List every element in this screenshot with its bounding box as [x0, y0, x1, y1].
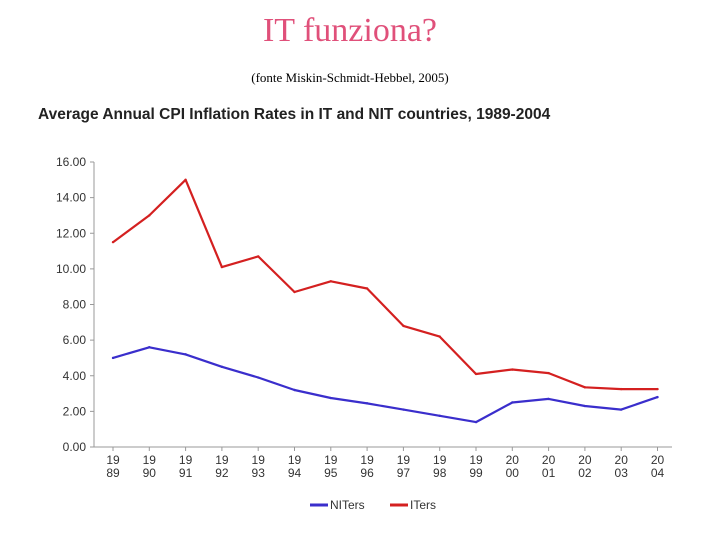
x-tick-label: 19 96 — [360, 453, 374, 480]
legend-label-niters: NITers — [330, 498, 365, 512]
data-point-iters — [438, 335, 441, 338]
data-point-niters — [329, 396, 332, 400]
data-point-niters — [474, 420, 478, 424]
data-point-niters — [583, 404, 587, 408]
data-point-niters — [293, 388, 296, 392]
data-point-iters — [583, 386, 587, 389]
slide-subtitle: (fonte Miskin-Schmidt-Hebbel, 2005) — [251, 70, 449, 85]
x-tick-label: 19 98 — [433, 453, 447, 480]
x-tick-label: 20 03 — [615, 453, 629, 480]
data-point-niters — [184, 353, 187, 356]
chart-title: Average Annual CPI Inflation Rates in IT… — [38, 106, 551, 123]
y-tick-label: 0.00 — [63, 440, 87, 454]
y-tick-label: 2.00 — [63, 404, 87, 418]
y-tick-label: 12.00 — [56, 226, 86, 240]
x-tick-label: 19 90 — [143, 453, 157, 480]
y-tick-label: 8.00 — [63, 298, 87, 312]
x-tick-label: 19 99 — [469, 453, 483, 480]
y-tick-label: 4.00 — [63, 369, 87, 383]
data-point-iters — [111, 240, 115, 244]
data-point-iters — [547, 371, 550, 375]
x-tick-label: 20 04 — [651, 453, 665, 480]
y-tick-label: 16.00 — [56, 155, 86, 169]
data-point-iters — [329, 280, 332, 283]
slide-title: IT funziona? — [262, 12, 438, 49]
data-point-niters — [511, 401, 514, 404]
data-point-iters — [402, 324, 405, 328]
x-tick-label: 19 94 — [288, 453, 302, 480]
data-point-iters — [220, 265, 224, 269]
data-point-niters — [656, 395, 659, 399]
x-tick-label: 19 95 — [324, 453, 338, 480]
data-point-niters — [257, 376, 260, 379]
x-tick-label: 19 91 — [179, 453, 193, 480]
data-point-iters — [620, 387, 623, 391]
data-point-niters — [547, 397, 550, 401]
x-tick-label: 19 93 — [252, 453, 266, 480]
data-point-iters — [656, 387, 659, 391]
y-axis-ticks: 0.00 2.00 4.00 6.00 8.00 10.00 12.00 14.00 16.00 — [56, 155, 94, 454]
x-tick-label: 19 92 — [215, 453, 229, 480]
x-tick-label: 19 89 — [106, 453, 120, 480]
x-tick-label: 20 01 — [542, 453, 556, 480]
series-line-niters — [112, 346, 658, 424]
chart-legend: NITers ITers — [310, 498, 436, 512]
x-axis-ticks: 19 89 19 90 19 91 19 92 19 93 19 94 19 95 19 96 19 97 19 98… — [106, 447, 664, 480]
y-tick-label: 6.00 — [63, 333, 87, 347]
x-tick-label: 20 00 — [506, 453, 520, 480]
data-point-niters — [111, 356, 115, 360]
data-point-niters — [620, 408, 623, 411]
legend-label-iters: ITers — [410, 498, 436, 512]
data-point-iters — [474, 372, 478, 376]
x-tick-label: 19 97 — [397, 453, 411, 480]
data-point-niters — [220, 365, 224, 369]
data-point-iters — [257, 255, 260, 258]
data-point-iters — [184, 178, 187, 182]
data-point-niters — [365, 402, 369, 405]
data-point-niters — [402, 408, 405, 411]
data-point-iters — [148, 214, 151, 217]
y-tick-label: 10.00 — [56, 262, 86, 276]
series-line-iters — [112, 178, 658, 391]
data-point-niters — [148, 346, 151, 349]
data-point-iters — [365, 287, 369, 290]
chart-series — [111, 178, 659, 424]
data-point-niters — [438, 414, 441, 418]
y-tick-label: 14.00 — [56, 191, 86, 205]
data-point-iters — [511, 368, 514, 371]
data-point-iters — [293, 290, 296, 294]
x-tick-label: 20 02 — [578, 453, 592, 480]
